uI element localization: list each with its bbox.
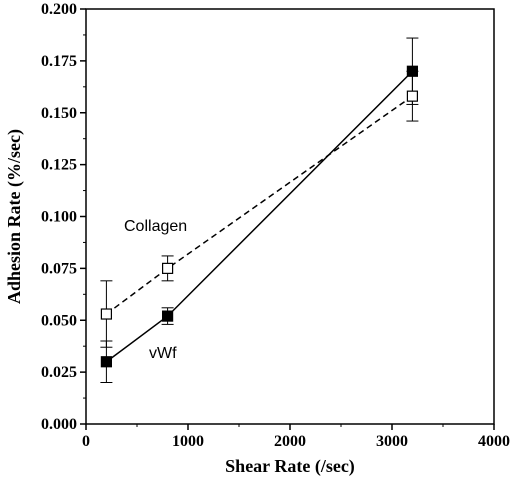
x-tick-label: 3000 (376, 433, 408, 450)
series-line-collagen (105, 95, 413, 315)
series-collagen (100, 70, 419, 348)
y-tick-label: 0.100 (41, 209, 77, 226)
y-tick-label: 0.050 (41, 312, 77, 329)
series-line-vwf (105, 70, 413, 363)
data-point-vwf (162, 310, 174, 322)
data-point-collagen (406, 90, 418, 102)
y-tick-label: 0.025 (41, 364, 77, 381)
x-tick-label: 2000 (274, 433, 306, 450)
series-label-vwf: vWf (149, 345, 177, 362)
x-axis-title: Shear Rate (/sec) (225, 456, 355, 477)
y-tick-label: 0.125 (41, 157, 77, 174)
y-tick-label: 0.200 (41, 1, 77, 18)
x-tick-label: 1000 (172, 433, 204, 450)
data-point-collagen (100, 308, 113, 320)
y-axis-title: Adhesion Rate (%/sec) (4, 129, 25, 304)
x-tick-label: 0 (82, 433, 90, 450)
y-tick-label: 0.175 (41, 53, 77, 70)
series-label-collagen: Collagen (124, 218, 187, 235)
y-tick-label: 0.075 (41, 260, 77, 277)
series-vwf (100, 37, 419, 383)
data-point-collagen (162, 262, 174, 274)
y-tick-label: 0.150 (41, 105, 77, 122)
x-tick-label: 4000 (478, 433, 510, 450)
plot-frame (85, 8, 495, 425)
data-point-vwf (100, 356, 113, 368)
y-tick-label: 0.000 (41, 416, 77, 433)
